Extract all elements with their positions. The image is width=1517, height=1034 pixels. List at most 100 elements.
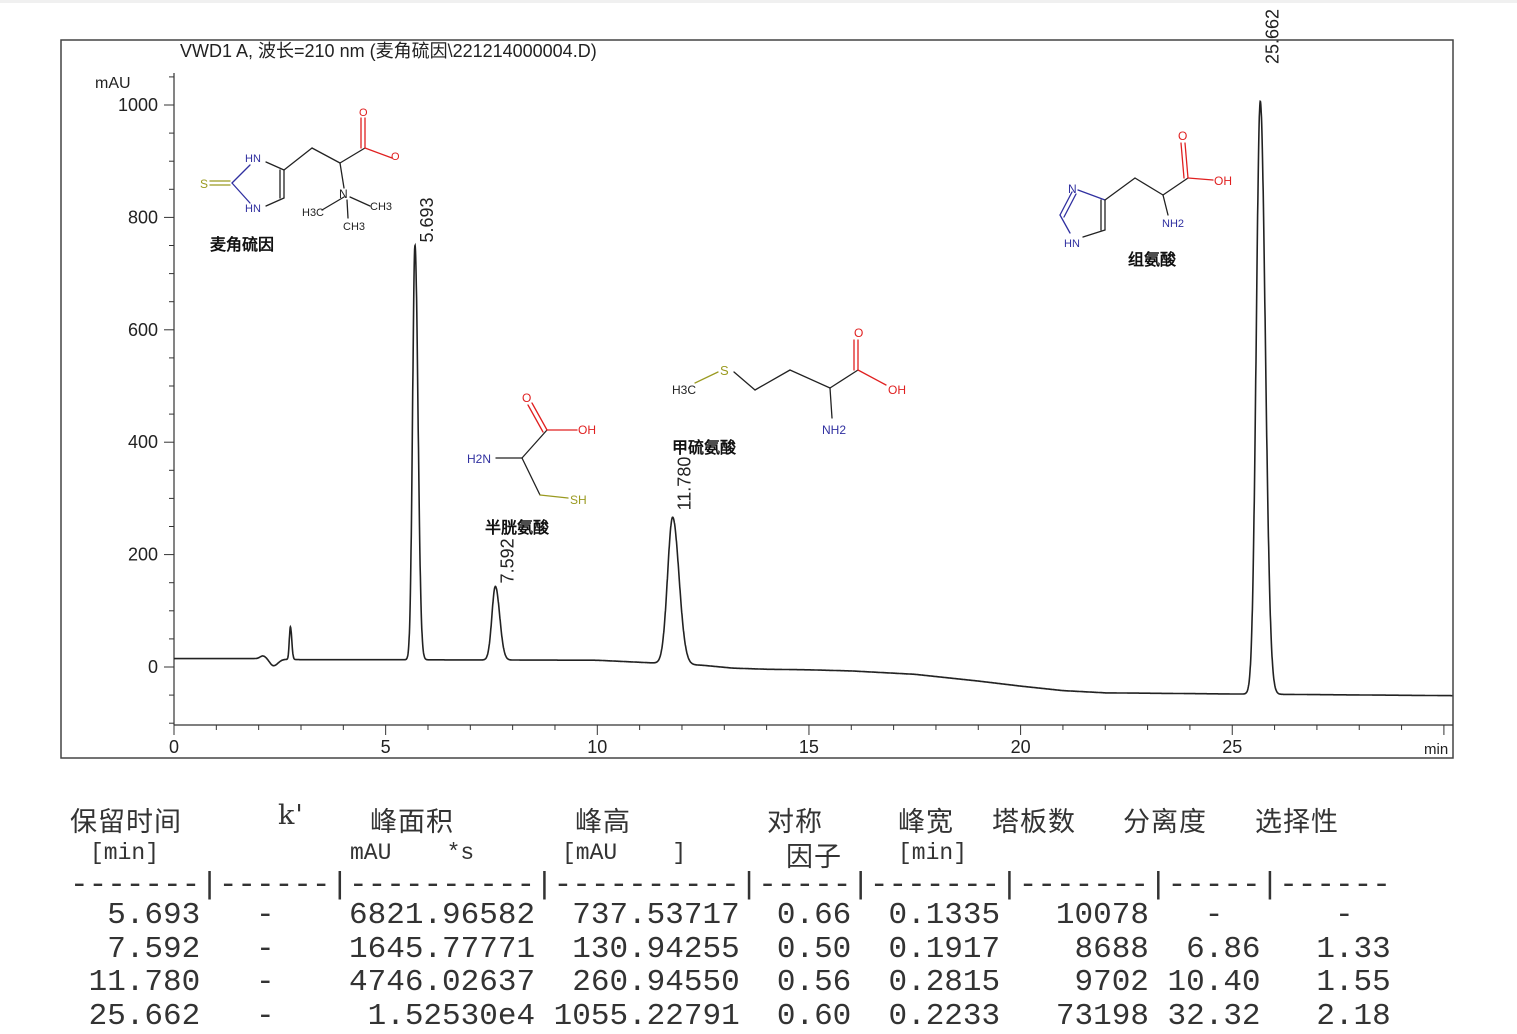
compound-name: 麦角硫因: [210, 235, 274, 254]
table-cell: -: [256, 898, 275, 933]
chart-frame: [60, 39, 1454, 759]
bond-line: [283, 147, 313, 171]
atom-label: H3C: [672, 383, 696, 397]
x-tick-label: 0: [169, 737, 179, 757]
atom-label: HN: [245, 203, 261, 215]
table-cell: 10078: [1055, 898, 1149, 933]
table-cell: 6.86: [1186, 931, 1261, 967]
table-cell: 11.780: [88, 965, 201, 1000]
x-axis-label: min: [1424, 741, 1448, 758]
x-tick-label: 15: [799, 737, 819, 757]
column-unit: [min]: [90, 840, 160, 866]
table-row: 11.780 - 4746.02637 260.94550 0.56 0.2815 9702…: [70, 965, 1391, 1000]
table-cell: 0.66: [776, 898, 852, 933]
y-tick-label: 800: [128, 207, 158, 227]
bond-line: [1162, 194, 1169, 216]
table-cell: 5.693: [107, 898, 201, 933]
bond-line: [1077, 189, 1106, 201]
table-cell: 73198: [1055, 998, 1149, 1034]
atom-label: SH: [570, 493, 587, 507]
bond-line: [265, 161, 285, 171]
bond-line: [231, 164, 251, 184]
y-tick-label: 1000: [118, 95, 158, 115]
table-cell: 0.56: [776, 965, 852, 1000]
peak-label: 25.662: [1262, 9, 1282, 64]
atom-label: H3C: [302, 207, 324, 219]
table-cell: 0.1335: [888, 898, 1001, 933]
atom-label: O: [1178, 129, 1187, 143]
table-cell: 7.592: [107, 931, 201, 967]
column-unit: [min]: [898, 840, 968, 866]
table-cell: 1055.22791: [553, 998, 740, 1034]
column-header: k': [278, 800, 304, 831]
bond-line: [521, 457, 541, 496]
table-row: 7.592 - 1645.77771 130.94255 0.50 0.1917 8688 6…: [70, 932, 1391, 967]
bond-line: [1134, 177, 1164, 196]
table-cell: 0.60: [776, 998, 852, 1034]
bond-line: [1184, 142, 1189, 179]
bond-line: [789, 369, 831, 389]
column-header: 峰宽: [898, 807, 954, 838]
atom-label: NH2: [1162, 218, 1184, 230]
table-cell: 0.2233: [888, 998, 1001, 1034]
table-cell: -: [1204, 898, 1224, 933]
table-cell: -: [256, 965, 275, 1000]
compound-name: 组氨酸: [1128, 250, 1177, 269]
column-unit: [mAU ]: [562, 840, 687, 866]
bond-line: [857, 369, 887, 386]
atom-label: O: [391, 151, 400, 163]
top-border: [0, 0, 1517, 3]
table-cell: 1.55: [1316, 965, 1391, 1000]
table-cell: -: [256, 998, 275, 1034]
x-tick-label: 20: [1011, 737, 1031, 757]
y-tick-label: 0: [148, 657, 158, 677]
y-tick-label: 600: [128, 320, 158, 340]
atom-label: H2N: [467, 452, 491, 466]
table-cell: 1.52530e4: [367, 998, 536, 1034]
bond-line: [733, 371, 756, 391]
y-tick-label: 400: [128, 432, 158, 452]
bond-line: [521, 429, 548, 459]
bond-line: [694, 371, 719, 384]
chromatogram-trace: [174, 100, 1453, 697]
bond-line: [527, 404, 544, 433]
compound-name: 半胱氨酸: [485, 518, 550, 537]
bond-line: [1059, 191, 1073, 216]
y-tick-label: 200: [128, 545, 158, 565]
atom-label: OH: [1214, 174, 1232, 188]
atom-label: O: [359, 107, 368, 119]
table-cell: 1.33: [1316, 931, 1391, 967]
atom-label: OH: [578, 423, 596, 437]
bond-line: [1082, 229, 1106, 238]
atom-label: CH3: [343, 221, 365, 233]
column-unit: 因子: [786, 842, 842, 873]
bond-line: [349, 196, 371, 207]
peak-label: 5.693: [417, 197, 437, 242]
atom-label: HN: [1064, 238, 1080, 250]
atom-label: N: [339, 187, 348, 201]
x-tick-label: 5: [381, 737, 391, 757]
column-header: 对称: [767, 807, 823, 838]
bond-line: [364, 147, 393, 159]
table-row: 25.662 - 1.52530e4 1055.22791 0.60 0.2233 7319…: [70, 999, 1391, 1034]
column-header: 选择性: [1255, 807, 1339, 838]
peak-label: 7.592: [497, 538, 517, 583]
atom-label: N: [1068, 182, 1077, 196]
bond-line: [1104, 177, 1136, 201]
table-cell: 10.40: [1167, 965, 1261, 1000]
column-header: 塔板数: [992, 807, 1076, 838]
atom-label: HN: [245, 153, 261, 165]
bond-line: [1187, 177, 1214, 181]
table-cell: 260.94550: [572, 965, 740, 1000]
bond-line: [311, 147, 341, 164]
atom-label: S: [200, 177, 208, 191]
bond-line: [531, 402, 548, 431]
table-cell: -: [1334, 898, 1354, 933]
table-cell: 25.662: [88, 998, 201, 1034]
table-cell: 737.53717: [572, 898, 740, 933]
bond-line: [1180, 142, 1185, 179]
bond-line: [339, 147, 366, 164]
column-header: 峰面积: [370, 807, 454, 838]
bond-line: [754, 369, 791, 391]
bond-line: [231, 182, 251, 204]
